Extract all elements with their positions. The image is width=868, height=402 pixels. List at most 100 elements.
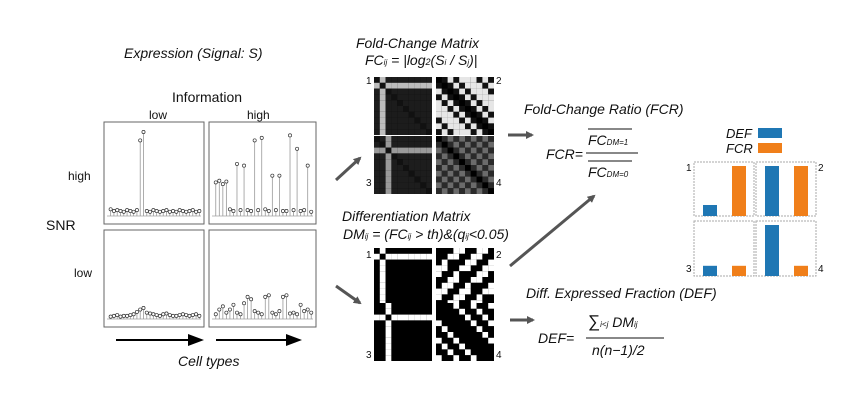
- expression-point: [270, 310, 275, 315]
- matrix-cell: [441, 129, 448, 135]
- matrix-cell: [470, 188, 477, 194]
- matrix-cell: [459, 294, 465, 301]
- matrix-cell: [476, 188, 483, 194]
- matrix-cell: [379, 82, 386, 89]
- matrix-cell: [476, 147, 483, 154]
- matrix-cell: [436, 165, 442, 171]
- expression-point: [235, 161, 239, 166]
- matrix-cell: [420, 153, 427, 160]
- matrix-cell: [408, 153, 415, 160]
- matrix-cell: [403, 282, 409, 289]
- matrix-cell: [397, 253, 403, 260]
- matrix-cell: [397, 337, 403, 344]
- matrix-cell: [436, 332, 442, 338]
- legend-fcr-label: FCR: [726, 141, 753, 156]
- expression-point: [144, 209, 149, 213]
- matrix-cell: [465, 170, 471, 177]
- matrix-cell: [374, 147, 380, 154]
- matrix-cell: [379, 136, 386, 142]
- expression-point: [217, 307, 222, 312]
- matrix-cell: [441, 141, 448, 148]
- matrix-cell: [403, 77, 409, 83]
- matrix-cell: [453, 259, 460, 266]
- matrix-cell: [476, 170, 483, 177]
- matrix-cell: [488, 253, 494, 260]
- expression-point: [128, 313, 133, 317]
- matrix-cell: [403, 100, 409, 106]
- matrix-cell: [374, 123, 380, 130]
- expression-point: [227, 307, 232, 312]
- matrix-cell: [420, 94, 427, 101]
- matrix-cell: [447, 265, 454, 272]
- matrix-cell: [470, 326, 477, 332]
- matrix-cell: [420, 159, 427, 165]
- matrix-cell: [482, 282, 489, 289]
- matrix-cell: [447, 282, 454, 289]
- matrix-cell: [391, 320, 398, 327]
- matrix-cell: [420, 277, 427, 283]
- matrix-cell: [441, 259, 448, 266]
- matrix-cell: [374, 294, 380, 301]
- matrix-cell: [436, 265, 442, 272]
- matrix-cell: [436, 147, 442, 154]
- matrix-cell: [420, 106, 427, 112]
- expr-panel-3: [103, 229, 205, 328]
- matrix-cell: [420, 282, 427, 289]
- matrix-cell: [379, 106, 386, 112]
- fc-panel-4-number: 4: [496, 178, 502, 189]
- matrix-cell: [408, 248, 415, 254]
- matrix-cell: [465, 82, 471, 89]
- matrix-cell: [470, 153, 477, 160]
- matrix-cell: [447, 248, 454, 254]
- matrix-cell: [379, 153, 386, 160]
- matrix-cell: [414, 129, 421, 135]
- matrix-cell: [459, 141, 465, 148]
- bar-def: [765, 166, 779, 216]
- fc-panel-1-number: 1: [366, 76, 372, 87]
- fc-matrix-1: [374, 77, 432, 135]
- matrix-cell: [488, 337, 494, 344]
- matrix-cell: [441, 349, 448, 356]
- expression-point: [171, 209, 176, 213]
- matrix-cell: [426, 176, 432, 183]
- expression-point: [280, 209, 285, 213]
- matrix-cell: [374, 265, 380, 272]
- matrix-cell: [374, 259, 380, 266]
- matrix-cell: [391, 129, 398, 135]
- matrix-cell: [476, 100, 483, 106]
- matrix-cell: [408, 303, 415, 309]
- expression-point: [277, 173, 282, 178]
- matrix-cell: [465, 111, 471, 118]
- matrix-cell: [374, 100, 380, 106]
- expression-point: [187, 313, 192, 318]
- matrix-cell: [374, 282, 380, 289]
- matrix-cell: [476, 349, 483, 356]
- matrix-cell: [476, 165, 483, 171]
- matrix-cell: [397, 123, 403, 130]
- matrix-cell: [391, 147, 398, 154]
- expression-point: [277, 309, 282, 314]
- matrix-cell: [403, 94, 409, 101]
- matrix-cell: [459, 253, 465, 260]
- matrix-cell: [379, 320, 386, 327]
- matrix-cell: [465, 106, 471, 112]
- matrix-cell: [470, 308, 477, 315]
- matrix-cell: [408, 282, 415, 289]
- matrix-cell: [414, 294, 421, 301]
- matrix-cell: [482, 141, 489, 148]
- matrix-cell: [482, 159, 489, 165]
- matrix-cell: [453, 141, 460, 148]
- bar-fcr: [732, 166, 746, 216]
- matrix-cell: [436, 326, 442, 332]
- expression-point: [231, 302, 236, 307]
- matrix-cell: [470, 100, 477, 106]
- matrix-cell: [408, 176, 415, 183]
- matrix-cell: [420, 100, 427, 106]
- matrix-cell: [459, 188, 465, 194]
- matrix-cell: [397, 343, 403, 350]
- matrix-cell: [459, 326, 465, 332]
- matrix-cell: [476, 308, 483, 315]
- matrix-cell: [482, 82, 489, 89]
- matrix-cell: [465, 248, 471, 254]
- matrix-cell: [453, 271, 460, 277]
